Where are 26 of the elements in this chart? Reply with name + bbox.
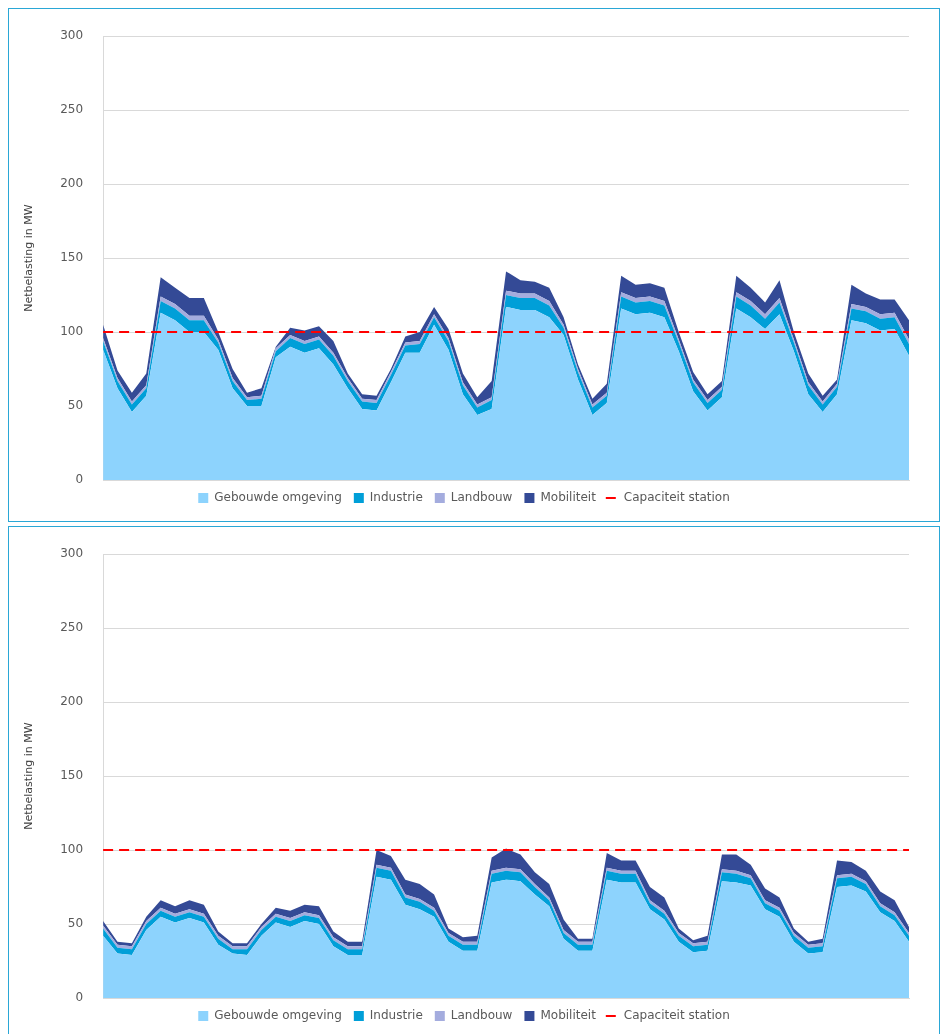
legend-label: Capaciteit station <box>623 490 730 505</box>
legend-label: Industrie <box>369 490 423 505</box>
legend-label: Landbouw <box>450 490 513 505</box>
y-tick-label: 250 <box>60 620 84 635</box>
y-tick-label: 200 <box>60 694 84 709</box>
y-axis-title: Netbelasting in MW <box>22 722 36 830</box>
y-tick-label: 50 <box>67 916 84 931</box>
y-tick-label: 200 <box>60 176 84 191</box>
y-tick-label: 150 <box>60 250 84 265</box>
y-tick-label: 150 <box>60 768 84 783</box>
y-tick-label: 300 <box>60 28 84 43</box>
y-tick-label: 100 <box>60 842 84 857</box>
legend-label: Industrie <box>369 1008 423 1023</box>
legend-label: Landbouw <box>450 1008 513 1023</box>
legend-label: Gebouwde omgeving <box>214 490 342 505</box>
y-tick-label: 100 <box>60 324 84 339</box>
legend-label: Gebouwde omgeving <box>214 1008 342 1023</box>
legend-label: Mobiliteit <box>540 490 597 505</box>
y-tick-label: 0 <box>75 990 84 1005</box>
y-axis-title: Netbelasting in MW <box>22 204 36 312</box>
legend-label: Mobiliteit <box>540 1008 597 1023</box>
legend-label: Capaciteit station <box>623 1008 730 1023</box>
y-tick-label: 0 <box>75 472 84 487</box>
y-tick-label: 50 <box>67 398 84 413</box>
y-tick-label: 300 <box>60 546 84 561</box>
y-tick-label: 250 <box>60 102 84 117</box>
